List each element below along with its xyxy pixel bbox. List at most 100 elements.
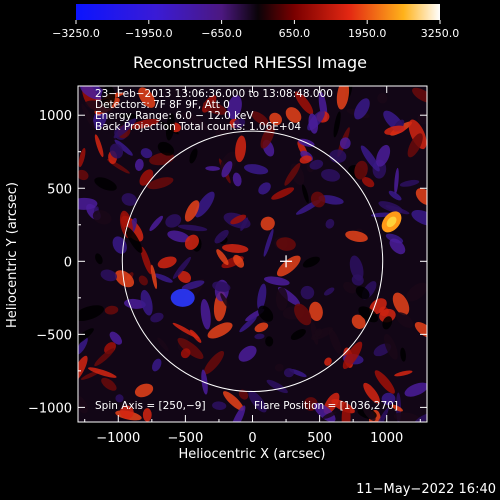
heatmap-blob bbox=[322, 411, 337, 419]
heatmap-blob bbox=[223, 391, 244, 411]
heatmap-blob bbox=[310, 191, 326, 208]
heatmap-blob bbox=[194, 191, 215, 218]
heatmap-blob bbox=[221, 161, 233, 178]
heatmap-blob bbox=[377, 93, 388, 104]
y-tick-label: −1000 bbox=[28, 401, 72, 416]
heatmap-blob bbox=[314, 328, 323, 338]
heatmap-blob bbox=[294, 91, 314, 115]
heatmap-blob bbox=[373, 407, 389, 422]
heatmap-blob bbox=[181, 280, 205, 291]
colorbar-ticks: −3250.0 −1950.0 −650.0 650.0 1950.0 3250.0 bbox=[52, 20, 459, 40]
heatmap-blob bbox=[109, 143, 124, 159]
heatmap-blob bbox=[400, 347, 406, 362]
heatmap-blob bbox=[78, 328, 94, 347]
heatmap-blob bbox=[393, 412, 421, 422]
heatmap-blob bbox=[339, 137, 351, 150]
heatmap-blob bbox=[394, 370, 413, 377]
heatmap-blob bbox=[235, 135, 247, 163]
heatmap-blob bbox=[275, 287, 288, 311]
plot-area bbox=[78, 86, 427, 422]
heatmap-blob bbox=[167, 230, 190, 243]
heatmap-blob bbox=[363, 382, 380, 404]
heatmap-blob bbox=[243, 164, 269, 175]
colorbar-tick-label: 1950.0 bbox=[348, 27, 387, 40]
colorbar-tick-label: 650.0 bbox=[279, 27, 311, 40]
spin-axis-label: Spin Axis = [250,−9] bbox=[95, 400, 206, 412]
heatmap-blob bbox=[308, 113, 318, 134]
heatmap-blob bbox=[391, 404, 403, 412]
heatmap-blob bbox=[265, 336, 274, 347]
heatmap-blob bbox=[172, 256, 192, 279]
heatmap-blob bbox=[269, 112, 282, 126]
heatmap-blob bbox=[112, 236, 127, 254]
heatmap-blob bbox=[212, 401, 227, 410]
heatmap-blob bbox=[177, 337, 204, 360]
plot-background bbox=[78, 86, 427, 422]
colorbar-tick-label: −650.0 bbox=[201, 27, 242, 40]
flare-source-core bbox=[386, 216, 397, 228]
heatmap-blob bbox=[309, 301, 323, 321]
heatmap-blob bbox=[94, 177, 117, 191]
heatmap-blob bbox=[349, 255, 364, 281]
heatmap-blob bbox=[276, 237, 296, 251]
heatmap-blob bbox=[284, 162, 301, 186]
heatmap-blob bbox=[328, 328, 342, 355]
heatmap-blob bbox=[119, 113, 138, 119]
heatmap-blob bbox=[87, 367, 117, 378]
x-axis-label: Heliocentric X (arcsec) bbox=[179, 447, 326, 462]
heatmap-blob bbox=[114, 139, 133, 156]
heatmap-blob bbox=[140, 148, 153, 159]
heatmap-blob bbox=[248, 390, 267, 413]
heatmap-blob bbox=[150, 264, 158, 290]
heatmap-blob bbox=[266, 379, 288, 394]
solar-disk-circle bbox=[121, 130, 384, 393]
heatmap-blob bbox=[165, 113, 175, 141]
heatmap-blob bbox=[361, 177, 375, 188]
heatmap-blob bbox=[238, 345, 257, 362]
heatmap-blob bbox=[360, 145, 380, 172]
heatmap-blob bbox=[260, 125, 275, 149]
heatmap-blob bbox=[154, 273, 173, 283]
y-axis: −1000 −500 0 500 1000 bbox=[28, 109, 427, 416]
heatmap-blob bbox=[263, 276, 290, 286]
heatmap-blob bbox=[184, 200, 200, 222]
heatmap-blob bbox=[414, 322, 427, 338]
heatmap-blob bbox=[157, 141, 175, 156]
chart-title: Reconstructed RHESSI Image bbox=[133, 53, 367, 72]
heatmap-blob bbox=[324, 287, 335, 296]
heatmap-blob bbox=[142, 408, 152, 422]
heatmap-blob bbox=[341, 402, 351, 422]
heatmap-blob bbox=[302, 256, 320, 268]
flare-position-label: Flare Position = [1036,270] bbox=[254, 400, 398, 412]
heatmap-blob bbox=[205, 166, 220, 171]
heatmap-blob bbox=[381, 392, 396, 406]
heatmap-blob bbox=[411, 209, 427, 226]
heatmap-blob bbox=[85, 100, 114, 113]
heatmap-blob bbox=[180, 348, 191, 359]
heatmap-blob bbox=[238, 389, 249, 400]
y-tick-label: 500 bbox=[47, 182, 72, 197]
heatmap-blob bbox=[134, 383, 154, 398]
x-axis: −1000 −500 0 500 1000 bbox=[84, 86, 421, 446]
heatmap-blob bbox=[120, 405, 134, 419]
heatmap-blob bbox=[240, 217, 249, 232]
heatmap-blob bbox=[376, 144, 391, 167]
y-tick-label: 0 bbox=[64, 255, 72, 270]
heatmap-blob bbox=[78, 197, 98, 210]
heatmap-blob bbox=[114, 270, 135, 288]
heatmap-blob bbox=[184, 234, 199, 250]
heatmap-blob bbox=[215, 127, 231, 138]
heatmap-blob bbox=[101, 86, 116, 109]
info-method-counts: Back Projection Total counts: 1.06E+04 bbox=[95, 121, 301, 133]
heatmap-blob bbox=[140, 289, 153, 316]
heatmap-blob bbox=[151, 358, 162, 372]
heatmap-blob bbox=[138, 87, 156, 108]
footer-date: 11−May−2022 16:40 bbox=[356, 482, 496, 497]
heatmap-blob bbox=[260, 216, 275, 231]
heatmap-blob bbox=[294, 303, 312, 326]
heatmap-blob bbox=[78, 337, 88, 355]
colorbar-gradient bbox=[76, 4, 440, 20]
negative-minimum bbox=[170, 288, 195, 307]
x-tick-label: 0 bbox=[248, 431, 256, 446]
